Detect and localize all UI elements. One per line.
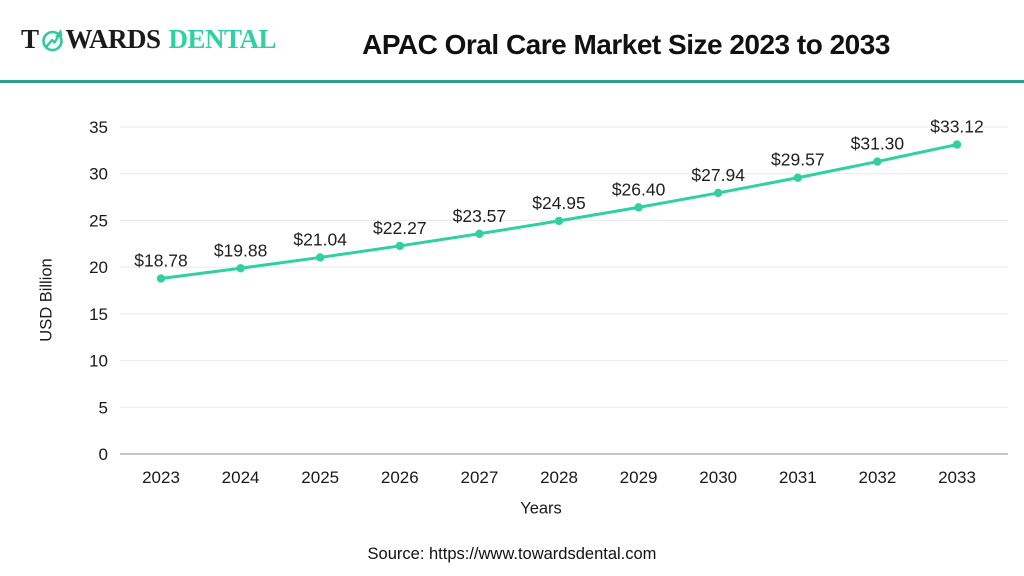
- header-divider: [0, 80, 1024, 83]
- data-point-label: $19.88: [214, 240, 268, 260]
- data-point: [395, 241, 404, 251]
- data-point-label: $31.30: [851, 134, 905, 154]
- x-tick-label: 2027: [460, 468, 498, 487]
- logo-text-dental: DENTAL: [168, 24, 277, 54]
- towards-dental-logo: T WARDS DENTAL: [21, 24, 277, 55]
- data-point: [475, 229, 484, 238]
- y-tick-label: 25: [89, 211, 108, 230]
- data-point-label: $24.95: [532, 193, 586, 213]
- x-tick-label: 2025: [301, 468, 339, 487]
- data-point: [873, 157, 882, 166]
- data-point: [316, 253, 325, 262]
- x-tick-label: 2033: [938, 468, 976, 487]
- logo-text-t: T: [21, 24, 39, 54]
- data-point-label: $23.57: [453, 206, 507, 226]
- data-point-label: $29.57: [771, 150, 825, 170]
- data-point-label: $18.78: [134, 251, 188, 271]
- data-point: [554, 216, 564, 226]
- data-point-label: $33.12: [930, 117, 984, 137]
- data-point: [634, 203, 643, 212]
- y-tick-label: 5: [99, 398, 108, 417]
- logo-text-wards: WARDS: [65, 24, 162, 54]
- data-point: [714, 188, 723, 198]
- x-tick-label: 2026: [381, 468, 419, 487]
- x-tick-label: 2030: [699, 468, 737, 487]
- data-point-label: $21.04: [293, 229, 347, 249]
- data-point: [156, 274, 166, 283]
- source-text: Source: https://www.towardsdental.com: [367, 545, 657, 563]
- y-tick-label: 15: [89, 305, 108, 324]
- data-point-label: $22.27: [373, 218, 427, 238]
- y-tick-label: 0: [99, 445, 108, 464]
- x-tick-label: 2032: [858, 468, 896, 487]
- y-axis-title: USD Billion: [37, 258, 56, 342]
- trending-arrow-circle-icon: [40, 26, 65, 53]
- x-tick-label: 2028: [540, 468, 578, 487]
- data-point: [236, 264, 245, 273]
- data-point: [793, 173, 802, 182]
- y-tick-label: 30: [89, 165, 108, 184]
- data-point: [952, 140, 962, 149]
- data-point-label: $27.94: [691, 165, 745, 185]
- y-tick-label: 10: [89, 352, 108, 371]
- x-tick-label: 2023: [142, 468, 180, 487]
- x-tick-label: 2024: [222, 468, 260, 487]
- y-tick-label: 20: [89, 258, 108, 277]
- data-point-label: $26.40: [612, 179, 666, 199]
- x-axis-title: Years: [520, 499, 562, 518]
- chart-title: APAC Oral Care Market Size 2023 to 2033: [362, 29, 890, 60]
- y-tick-label: 35: [89, 118, 108, 137]
- x-tick-label: 2029: [620, 468, 658, 487]
- x-tick-label: 2031: [779, 468, 817, 487]
